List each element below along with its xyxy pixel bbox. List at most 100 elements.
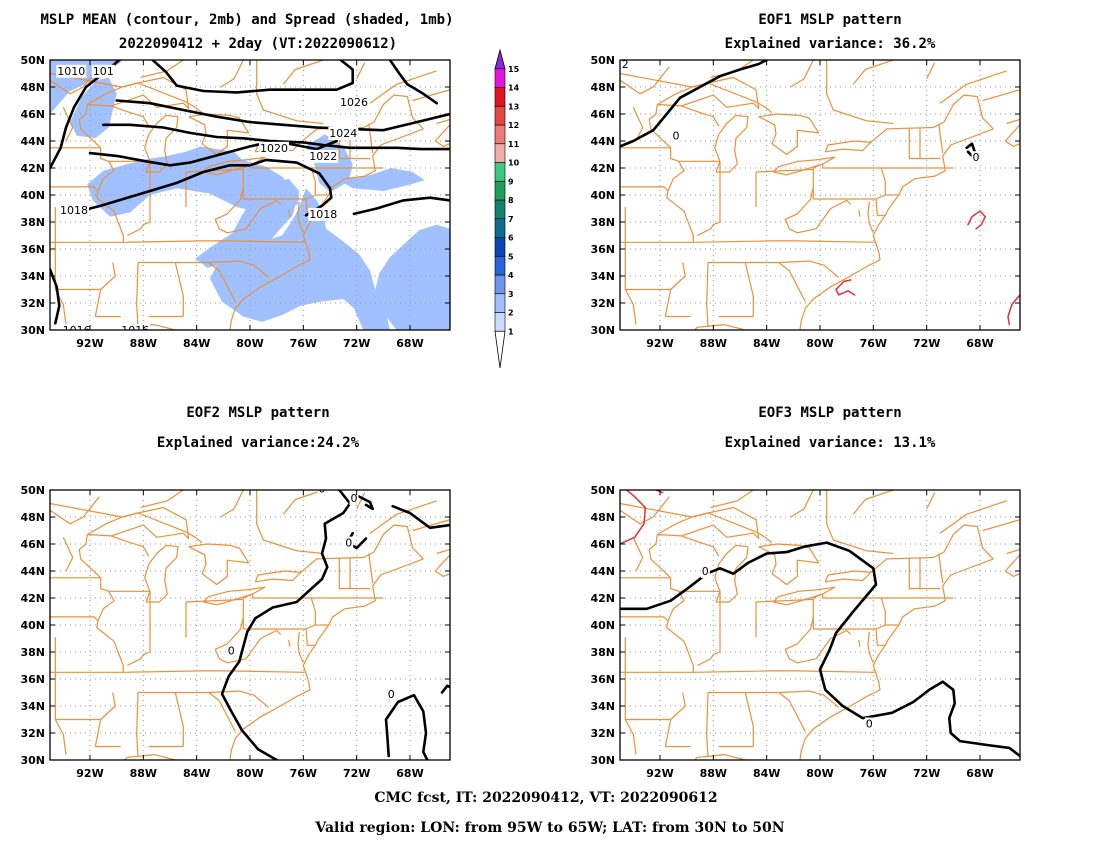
geo-boundary <box>867 631 874 664</box>
colorbar-segment <box>494 237 506 257</box>
contour-label: 0 <box>673 130 680 143</box>
map-area: 1018 1018 1020 1022 1024 1026 1016 1016 1010 101 <box>50 60 450 337</box>
geo-boundary <box>338 557 370 590</box>
contour-label: 1010 <box>57 65 85 78</box>
contour-label: 1022 <box>309 150 337 163</box>
panel3-title: EOF2 MSLP pattern <box>186 405 329 421</box>
geo-boundary <box>744 692 754 747</box>
lat-tick-label: 50N <box>20 484 45 497</box>
contour-label-bg <box>120 324 151 330</box>
geo-boundary <box>790 60 814 88</box>
geo-boundary <box>772 586 836 606</box>
lat-tick-label: 40N <box>590 189 615 202</box>
geo-boundary <box>144 544 179 603</box>
geo-boundary <box>78 104 102 149</box>
spread-shade-region <box>375 224 450 330</box>
lat-tick-label: 44N <box>20 565 45 578</box>
colorbar-segment <box>494 68 506 88</box>
lat-tick-label: 46N <box>590 108 615 121</box>
geo-boundary <box>657 76 760 110</box>
lon-tick-label: 84W <box>183 767 210 780</box>
geo-boundary <box>185 168 244 173</box>
geo-boundary <box>111 105 150 127</box>
lat-tick-label: 40N <box>20 619 45 632</box>
geo-boundary <box>799 558 994 760</box>
lon-tick-label: 76W <box>860 767 887 780</box>
spread-shade-region <box>210 188 390 330</box>
geo-boundary <box>870 94 994 143</box>
geo-boundary <box>697 161 721 237</box>
geo-boundary <box>681 535 720 557</box>
lon-tick-label: 84W <box>753 337 780 350</box>
geo-boundary <box>111 535 150 557</box>
geo-boundary <box>188 543 250 586</box>
geo-boundary <box>282 490 324 515</box>
geo-boundary <box>288 639 291 647</box>
contour-label-bg <box>328 126 359 140</box>
geo-boundary <box>982 519 1020 532</box>
panel2-subtitle: Explained variance: 36.2% <box>725 36 936 52</box>
geo-boundary <box>368 553 374 584</box>
geo-boundary <box>288 209 291 217</box>
lat-tick-label: 36N <box>590 673 615 686</box>
geo-boundary <box>870 524 994 573</box>
contour-label-bg <box>226 644 236 658</box>
map-area: 0 0 2 <box>620 60 1020 330</box>
lat-tick-label: 48N <box>590 511 615 524</box>
geo-boundary <box>852 490 894 515</box>
geo-boundary <box>982 89 1020 102</box>
lon-tick-label: 76W <box>290 337 317 350</box>
geo-boundary <box>708 690 840 708</box>
geo-boundary <box>858 639 861 647</box>
geo-boundary <box>852 60 894 85</box>
contour-label: 1016 <box>63 324 91 337</box>
lat-tick-label: 38N <box>590 216 615 229</box>
geo-boundary <box>297 631 304 664</box>
lon-tick-label: 68W <box>966 767 993 780</box>
colorbar-label: 6 <box>508 234 514 243</box>
contour-label: 0 <box>973 151 980 164</box>
geo-boundary <box>778 692 806 732</box>
contour-label: 0 <box>388 688 395 701</box>
colorbar-segment <box>494 87 506 107</box>
contour-line <box>388 60 438 105</box>
lon-tick-label: 84W <box>183 337 210 350</box>
geo-boundary <box>436 548 450 555</box>
lat-tick-label: 44N <box>20 135 45 148</box>
contour-line <box>440 684 450 694</box>
lat-tick-label: 30N <box>590 324 615 337</box>
colorbar-label: 1 <box>508 327 514 336</box>
geo-boundary <box>657 506 760 540</box>
geo-boundary <box>282 60 324 85</box>
contour-label: 0 <box>866 718 873 731</box>
lat-tick-label: 36N <box>20 243 45 256</box>
colorbar-label: 15 <box>508 65 520 74</box>
geo-boundary <box>620 186 669 192</box>
geo-boundary <box>772 156 836 176</box>
contour-line <box>50 268 61 325</box>
geo-boundary <box>620 616 669 622</box>
lat-tick-label: 30N <box>20 754 45 767</box>
lon-tick-label: 72W <box>343 337 370 350</box>
geo-boundary <box>78 534 102 579</box>
geo-boundary <box>185 598 244 603</box>
contour-label-bg <box>308 207 339 221</box>
colorbar-label: 5 <box>508 252 514 261</box>
geo-boundary <box>136 262 139 326</box>
lat-tick-label: 32N <box>590 727 615 740</box>
geo-boundary <box>94 692 116 747</box>
contour-label-bg <box>317 490 327 496</box>
geo-boundary <box>939 500 1007 534</box>
geo-boundary <box>824 140 872 153</box>
geo-boundary <box>624 672 637 755</box>
geo-boundary <box>243 163 384 169</box>
geo-boundary <box>297 201 304 234</box>
geo-boundary <box>693 754 766 760</box>
contour-line <box>115 99 450 132</box>
contour-label-bg <box>864 717 874 731</box>
lon-tick-label: 72W <box>343 767 370 780</box>
lat-tick-label: 42N <box>20 162 45 175</box>
geo-boundary <box>174 262 184 317</box>
geo-boundary <box>681 105 720 127</box>
